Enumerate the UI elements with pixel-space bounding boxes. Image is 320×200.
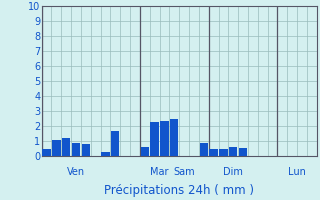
Bar [82, 144, 90, 156]
Bar [239, 148, 247, 156]
Bar [150, 121, 159, 156]
Bar [160, 121, 169, 156]
Bar [42, 148, 51, 156]
Bar [140, 147, 149, 156]
Bar [62, 138, 70, 156]
Bar [101, 152, 110, 156]
Bar [219, 148, 228, 156]
Bar [52, 140, 60, 156]
Text: Sam: Sam [173, 167, 195, 177]
Bar [200, 142, 208, 156]
Text: Précipitations 24h ( mm ): Précipitations 24h ( mm ) [104, 184, 254, 197]
Bar [229, 147, 237, 156]
Bar [111, 131, 119, 156]
Bar [72, 143, 80, 156]
Text: Ven: Ven [67, 167, 85, 177]
Text: Dim: Dim [223, 167, 243, 177]
Bar [209, 148, 218, 156]
Text: Lun: Lun [288, 167, 306, 177]
Text: Mar: Mar [150, 167, 169, 177]
Bar [170, 118, 179, 156]
